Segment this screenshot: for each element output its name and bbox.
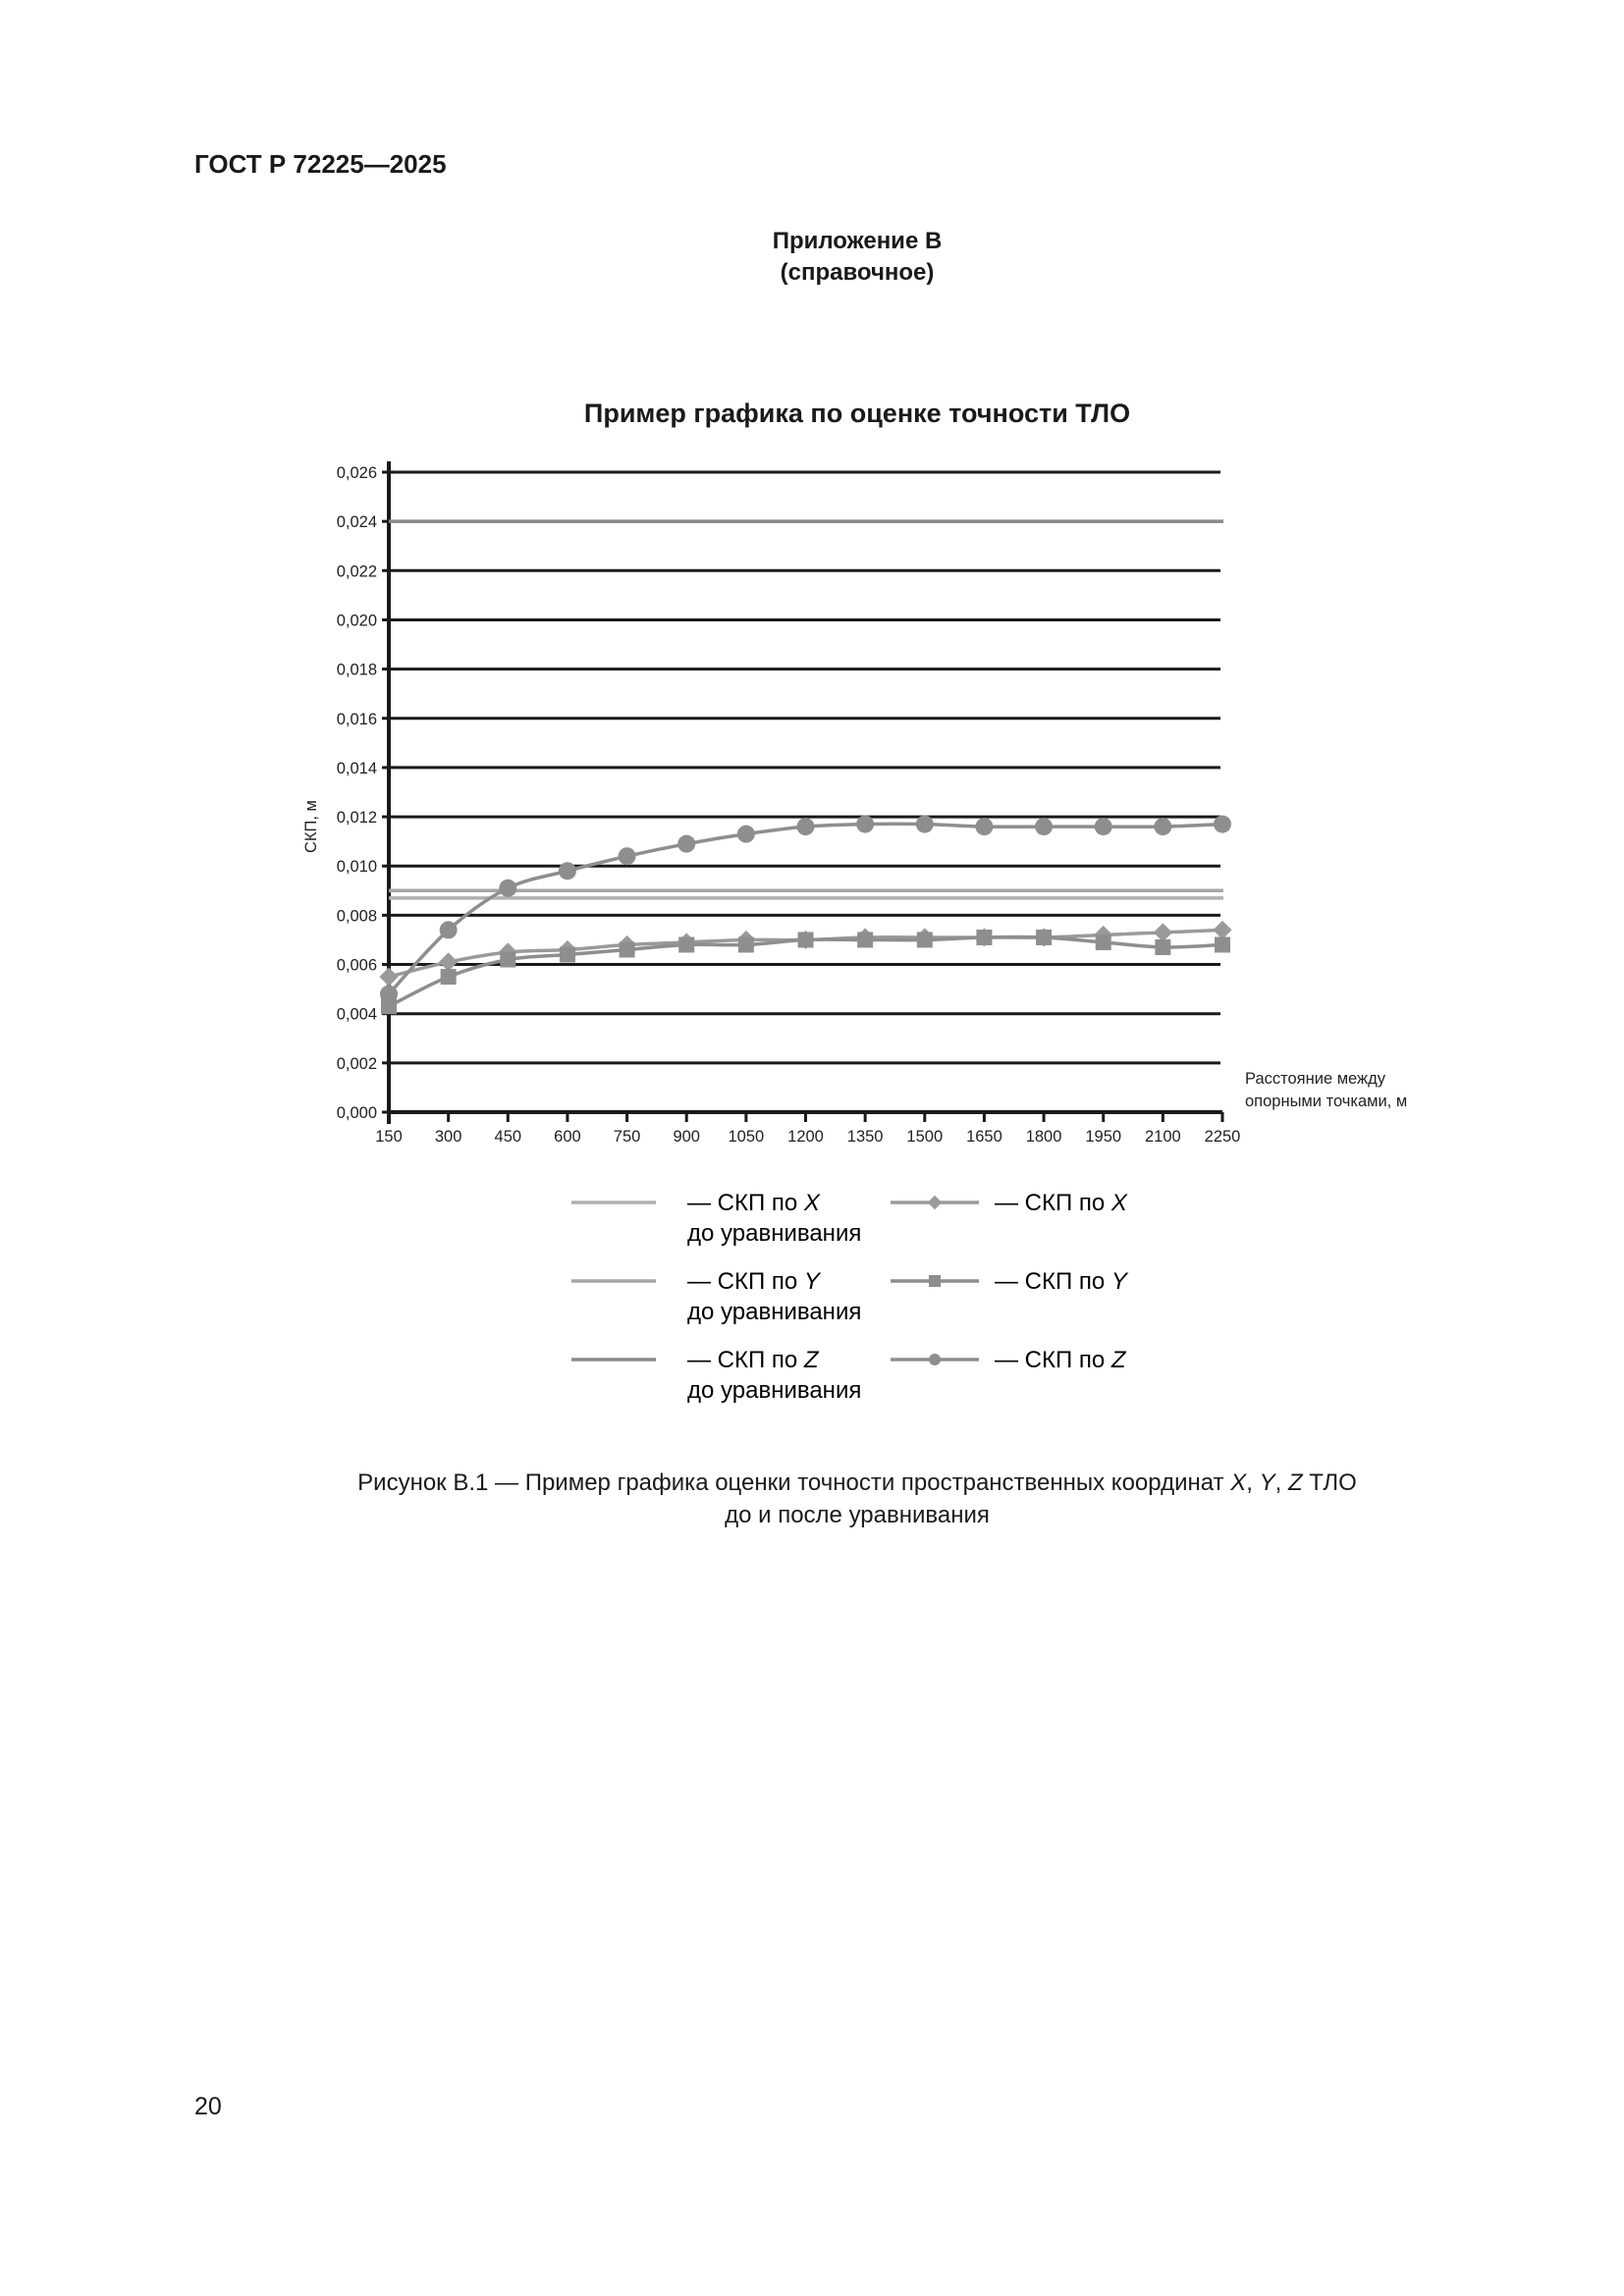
x-tick-label: 2250 — [1205, 1128, 1241, 1146]
y-tick-label: 0,020 — [337, 612, 377, 629]
data-point-y — [976, 929, 993, 945]
x-tick-label: 1950 — [1085, 1128, 1121, 1146]
legend-label-z: — СКП по Z — [995, 1347, 1127, 1373]
x-axis-label: Расстояние между — [1245, 1070, 1386, 1088]
data-point-z — [1035, 818, 1054, 836]
caption-y: Y — [1259, 1469, 1275, 1496]
legend-label-ref-y: — СКП по Y — [687, 1268, 822, 1295]
data-point-z — [736, 825, 755, 843]
legend-marker-x — [927, 1195, 943, 1210]
y-tick-label: 0,016 — [337, 711, 377, 728]
x-tick-label: 900 — [673, 1128, 700, 1146]
data-point-z — [1094, 818, 1112, 836]
data-point-y — [1215, 936, 1230, 953]
x-tick-label: 300 — [435, 1128, 462, 1146]
figure-caption-line2: до и после уравнивания — [725, 1502, 990, 1528]
y-tick-label: 0,000 — [337, 1104, 377, 1122]
legend-label-ref-z: — СКП по Z — [687, 1347, 820, 1373]
data-point-z — [380, 985, 398, 1003]
caption-sep: , — [1274, 1469, 1288, 1496]
y-tick-label: 0,022 — [337, 562, 377, 580]
x-tick-label: 1200 — [787, 1128, 824, 1146]
y-tick-label: 0,018 — [337, 662, 377, 679]
appendix-note: (справочное) — [780, 259, 935, 286]
data-point-y — [916, 932, 933, 948]
caption-sep: , — [1246, 1469, 1260, 1496]
legend-label-ref-suffix: до уравнивания — [687, 1220, 861, 1247]
series-line-z — [387, 822, 1223, 995]
data-point-y — [559, 946, 575, 963]
x-tick-label: 2100 — [1145, 1128, 1181, 1146]
data-point-z — [677, 834, 696, 853]
y-tick-label: 0,012 — [337, 809, 377, 827]
y-tick-label: 0,004 — [337, 1006, 377, 1024]
y-tick-label: 0,026 — [337, 464, 377, 482]
page-number: 20 — [194, 2093, 222, 2120]
caption-text: Рисунок В.1 — Пример графика оценки точн… — [357, 1469, 1231, 1496]
chart-title: Пример графика по оценке точности ТЛО — [583, 399, 1131, 428]
data-point-z — [439, 921, 458, 939]
data-point-z — [856, 815, 875, 833]
x-tick-label: 1350 — [847, 1128, 884, 1146]
data-point-y — [381, 998, 397, 1015]
x-tick-label: 750 — [614, 1128, 641, 1146]
legend-label-ref-suffix: до уравнивания — [687, 1377, 861, 1404]
x-tick-label: 450 — [495, 1128, 522, 1146]
data-point-z — [558, 862, 576, 881]
data-point-y — [1155, 938, 1171, 955]
legend-marker-y — [929, 1275, 941, 1287]
data-point-z — [618, 847, 636, 866]
caption-z: Z — [1287, 1469, 1303, 1496]
x-tick-label: 1500 — [906, 1128, 943, 1146]
legend-label-ref-suffix: до уравнивания — [687, 1299, 861, 1325]
appendix-title: Приложение В — [772, 228, 943, 254]
data-point-z — [796, 818, 815, 836]
legend-label-x: — СКП по X — [995, 1190, 1128, 1216]
data-point-y — [797, 932, 814, 948]
data-point-z — [915, 815, 934, 833]
data-point-x — [1213, 920, 1232, 940]
data-point-z — [975, 818, 994, 836]
y-tick-label: 0,014 — [337, 760, 377, 777]
x-tick-label: 150 — [375, 1128, 403, 1146]
data-point-y — [1095, 934, 1111, 950]
data-point-y — [500, 951, 516, 968]
y-tick-label: 0,008 — [337, 907, 377, 925]
legend-marker-z — [929, 1354, 941, 1365]
data-point-z — [1154, 818, 1172, 836]
data-point-z — [499, 879, 517, 897]
y-tick-label: 0,010 — [337, 858, 377, 876]
data-point-y — [678, 936, 695, 953]
x-tick-label: 1050 — [728, 1128, 764, 1146]
y-tick-label: 0,006 — [337, 957, 377, 975]
data-point-x — [379, 967, 399, 987]
figure-caption-line1: Рисунок В.1 — Пример графика оценки точн… — [0, 1469, 1624, 1497]
document-header: ГОСТ Р 72225—2025 — [194, 149, 447, 179]
data-point-y — [440, 969, 457, 986]
x-tick-label: 1650 — [966, 1128, 1002, 1146]
caption-x: X — [1230, 1469, 1247, 1496]
y-axis-label: СКП, м — [302, 800, 320, 853]
y-tick-label: 0,024 — [337, 513, 377, 531]
x-tick-label: 600 — [554, 1128, 581, 1146]
legend-label-y: — СКП по Y — [995, 1268, 1129, 1295]
data-point-y — [1036, 929, 1053, 945]
data-point-y — [857, 932, 874, 948]
data-point-x — [1153, 923, 1172, 942]
caption-text-end: ТЛО — [1302, 1469, 1357, 1496]
data-point-x — [439, 952, 459, 972]
y-tick-label: 0,002 — [337, 1055, 377, 1073]
data-point-y — [737, 936, 754, 953]
legend-label-ref-x: — СКП по X — [687, 1190, 821, 1216]
data-point-y — [619, 941, 635, 958]
x-tick-label: 1800 — [1026, 1128, 1062, 1146]
data-point-z — [1214, 815, 1231, 833]
x-axis-label: опорными точками, м — [1245, 1093, 1407, 1110]
